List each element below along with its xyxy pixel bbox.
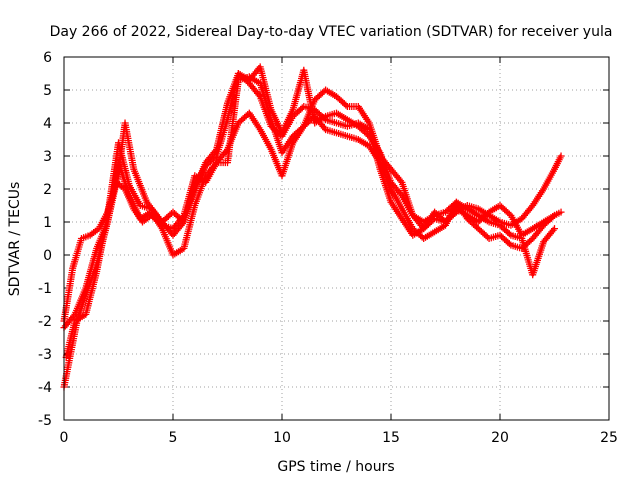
data-point-marker	[505, 240, 513, 248]
y-tick-label: -5	[38, 413, 52, 429]
y-tick-label: -4	[38, 380, 52, 396]
data-point-marker	[557, 152, 565, 160]
y-tick-label: 0	[43, 248, 52, 264]
x-axis-title: GPS time / hours	[277, 459, 394, 475]
y-tick-label: -2	[38, 314, 52, 330]
y-axis-title: SDTVAR / TECUs	[7, 182, 23, 297]
y-tick-label: -3	[38, 347, 52, 363]
data-point-marker	[505, 230, 513, 238]
y-tick-label: 5	[43, 83, 52, 99]
x-tick-label: 10	[273, 430, 291, 446]
plot-frame	[63, 56, 610, 421]
x-tick-label: 0	[60, 430, 69, 446]
data-point-marker	[549, 226, 557, 234]
x-tick-label: 5	[169, 430, 178, 446]
y-tick-label: 3	[43, 149, 52, 165]
grid	[64, 57, 609, 420]
y-tick-label: 4	[43, 116, 52, 132]
data-point-marker	[320, 124, 328, 132]
data-point-marker	[255, 91, 263, 99]
data-point-marker	[397, 190, 405, 198]
y-tick-label: 1	[43, 215, 52, 231]
series-track-4	[62, 63, 558, 361]
x-tick-label: 25	[600, 430, 618, 446]
data-point-marker	[342, 101, 350, 109]
axes: -5 -4 -3 -2 -1 0 1 2 3 4 5 6 0 5 10 15 20 25	[38, 50, 618, 446]
y-tick-label: 6	[43, 50, 52, 66]
data-point-marker	[298, 104, 306, 112]
data-point-marker	[397, 177, 405, 185]
y-tick-label: 2	[43, 182, 52, 198]
y-tick-label: -1	[38, 281, 52, 297]
data-point-marker	[211, 153, 219, 161]
data-point-marker	[557, 208, 565, 216]
chart-title: Day 266 of 2022, Sidereal Day-to-day VTE…	[50, 24, 613, 40]
data-point-marker	[70, 312, 78, 320]
data-point-marker	[551, 225, 558, 233]
x-tick-label: 20	[491, 430, 509, 446]
data-point-marker	[484, 233, 492, 241]
x-tick-label: 15	[382, 430, 400, 446]
plot-area	[60, 63, 565, 391]
